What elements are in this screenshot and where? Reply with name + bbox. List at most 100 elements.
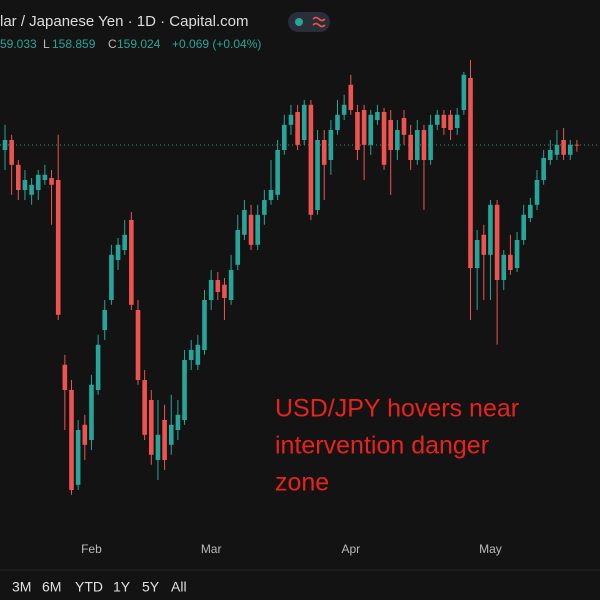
candle-body xyxy=(268,190,274,200)
candle-body xyxy=(335,114,340,130)
candle-body xyxy=(155,434,161,460)
candle-body xyxy=(348,84,354,110)
candle-body xyxy=(361,110,367,145)
candle-body xyxy=(541,158,546,180)
candle-body xyxy=(528,204,533,218)
candle-body xyxy=(401,118,407,135)
candle-body xyxy=(328,130,334,160)
candle-body xyxy=(228,270,234,300)
candle-body xyxy=(9,140,14,165)
range-button[interactable]: YTD xyxy=(75,579,103,595)
candle-body xyxy=(574,144,580,146)
candle-body xyxy=(561,140,566,155)
candle-body xyxy=(461,74,467,110)
ohlc-close-label: C xyxy=(108,37,117,51)
candle-body xyxy=(242,210,247,235)
symbol-title: lar / Japanese Yen · 1D · Capital.com xyxy=(0,13,248,30)
ohlc-low: 158.859 xyxy=(52,37,96,51)
candle-body xyxy=(408,134,413,160)
range-button[interactable]: 1Y xyxy=(113,579,131,595)
candle-body xyxy=(428,124,433,160)
candle-body xyxy=(188,350,194,360)
candle-body xyxy=(295,112,300,145)
candle-body xyxy=(395,130,400,150)
ohlc-low-label: L xyxy=(43,37,50,51)
candle-body xyxy=(129,220,134,305)
x-tick-label: May xyxy=(479,542,502,556)
candle-body xyxy=(16,164,21,190)
candle-body xyxy=(22,180,28,190)
candle-body xyxy=(95,344,101,390)
annotation-line: zone xyxy=(275,469,329,497)
candle-body xyxy=(262,200,267,215)
candle-body xyxy=(474,240,480,268)
candle-body xyxy=(162,420,167,460)
candle-body xyxy=(248,214,254,245)
candle-body xyxy=(62,364,68,390)
candle-body xyxy=(375,112,380,120)
ohlc-open: 59.033 xyxy=(0,37,37,51)
status-dot xyxy=(295,18,303,26)
candle-body xyxy=(2,140,8,150)
candle-body xyxy=(381,112,387,165)
candle-body xyxy=(308,104,314,215)
candle-body xyxy=(488,204,493,255)
candle-body xyxy=(415,130,420,160)
candle-body xyxy=(215,280,221,292)
candle-body xyxy=(208,280,214,300)
x-tick-label: Apr xyxy=(341,542,360,556)
candle-body xyxy=(315,140,320,210)
candle-body xyxy=(501,254,507,280)
candle-body xyxy=(421,130,427,160)
candle-body xyxy=(448,114,453,130)
candle-body xyxy=(468,78,473,268)
candle-body xyxy=(75,430,81,485)
x-tick-label: Mar xyxy=(201,542,222,556)
annotation-line: intervention danger xyxy=(275,432,489,460)
candle-body xyxy=(135,310,141,380)
candle-body xyxy=(521,214,526,240)
candle-body xyxy=(35,174,41,190)
candle-body xyxy=(89,384,94,440)
candle-body xyxy=(115,244,121,260)
status-badge[interactable] xyxy=(288,12,330,32)
plot: Feb Mar Apr May USD/JPY hovers near intervent… xyxy=(0,60,600,556)
candle-body xyxy=(368,114,374,145)
candle-body xyxy=(301,104,307,140)
range-button[interactable]: All xyxy=(171,579,187,595)
candle-body xyxy=(149,400,154,455)
candle-body xyxy=(202,300,207,350)
candle-body xyxy=(481,234,487,255)
candle-body xyxy=(567,144,573,155)
candle-body xyxy=(282,124,287,150)
candle-body xyxy=(69,390,74,490)
ohlc-change: +0.069 (+0.04%) xyxy=(172,37,261,51)
annotation-line: USD/JPY hovers near xyxy=(275,395,519,423)
range-button[interactable]: 3M xyxy=(12,579,31,595)
candle-body xyxy=(175,414,181,430)
candle-body xyxy=(102,310,108,330)
candle-body xyxy=(195,344,201,365)
candle-body xyxy=(494,204,500,280)
candle-body xyxy=(142,380,147,435)
candle-body xyxy=(109,254,114,300)
candle-body xyxy=(321,140,327,165)
candle-body xyxy=(29,184,34,195)
candle-body xyxy=(235,230,241,265)
candle-body xyxy=(182,360,187,420)
candle-body xyxy=(55,180,61,315)
ohlc-close: 159.024 xyxy=(117,37,161,51)
range-button[interactable]: 5Y xyxy=(142,579,160,595)
candle-body xyxy=(534,180,540,205)
x-tick-label: Feb xyxy=(81,542,102,556)
range-button[interactable]: 6M xyxy=(42,579,61,595)
candle-body xyxy=(49,178,54,185)
candle-body xyxy=(222,284,227,298)
candle-body xyxy=(255,214,260,245)
status-icon xyxy=(312,16,326,28)
candle-body xyxy=(82,424,88,445)
candle-body xyxy=(355,112,360,150)
